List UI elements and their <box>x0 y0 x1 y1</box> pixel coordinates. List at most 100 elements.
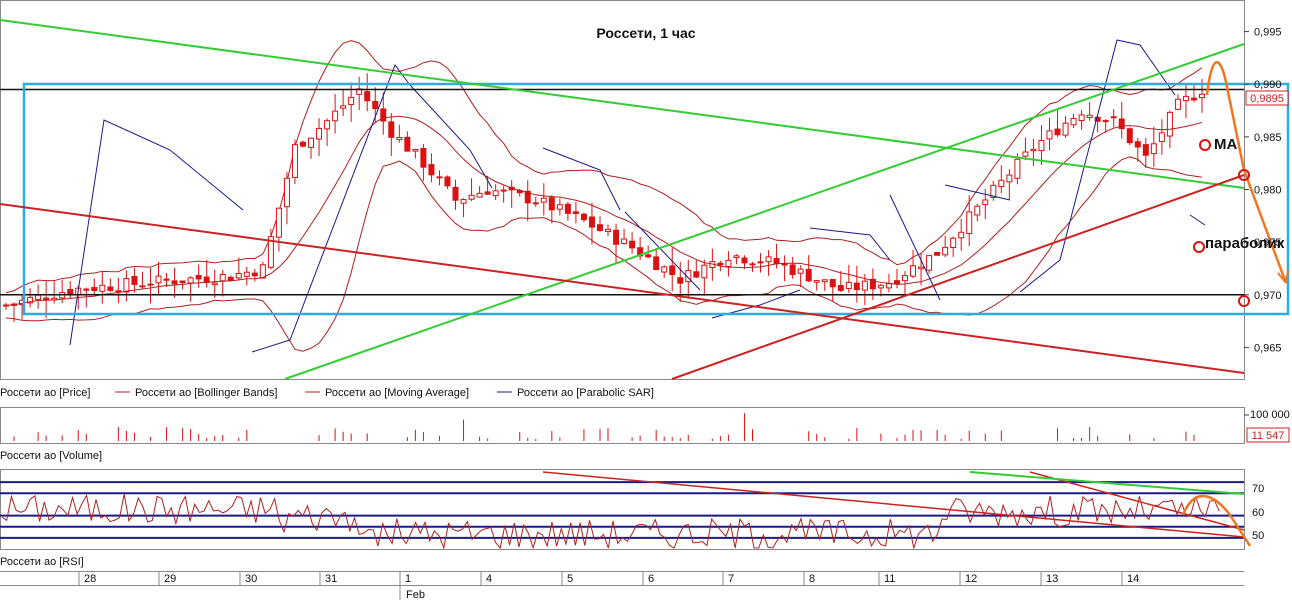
red-channel-up <box>671 174 1245 380</box>
candle-body <box>428 164 435 176</box>
sar-segment <box>809 227 891 261</box>
candle-body <box>629 240 636 249</box>
candle-body <box>998 179 1005 188</box>
candle-body <box>83 288 90 291</box>
candle-body <box>316 127 323 140</box>
candle-body <box>436 176 443 179</box>
candle-body <box>797 268 804 274</box>
marker-circle <box>1238 169 1250 181</box>
candle-body <box>243 271 250 277</box>
x-tick-label: 6 <box>648 573 654 585</box>
legend-moving-average: Россети ао [Moving Average] <box>325 387 469 399</box>
volume-current-box <box>1246 427 1290 443</box>
candle-body <box>749 263 756 266</box>
candle-body <box>1158 132 1165 142</box>
x-tick-label: 5 <box>567 573 573 585</box>
current-price-label: 0,9895 <box>1250 93 1284 105</box>
candle-body <box>123 278 130 293</box>
candle-body <box>500 189 507 192</box>
sar-segment <box>624 211 701 291</box>
sar-segment <box>409 84 493 189</box>
candle-body <box>131 275 138 285</box>
candle-body <box>548 197 555 211</box>
candle-body <box>275 207 282 238</box>
candle-body <box>733 255 740 259</box>
candle-body <box>308 137 315 148</box>
rsi-panel-frame <box>0 469 1245 550</box>
range-box <box>22 82 1290 316</box>
rsi-title: Россети ао [RSI] <box>0 556 84 568</box>
rsi-trend-red-2 <box>1029 471 1245 531</box>
price-y-tick-label: 0,975 <box>1254 237 1282 249</box>
candle-body <box>43 297 50 301</box>
candle-body <box>1086 114 1093 118</box>
candle-body <box>974 205 981 216</box>
candle-body <box>291 144 298 178</box>
forecast-arrow <box>1205 60 1288 284</box>
candle-body <box>235 273 242 279</box>
volume-bars <box>13 413 1249 441</box>
sar-segment <box>251 63 411 353</box>
x-tick-label: 13 <box>1046 573 1058 585</box>
candle-body <box>468 194 475 200</box>
red-channel-down <box>0 203 1245 374</box>
candle-body <box>1038 139 1045 152</box>
candle-body <box>605 228 612 232</box>
candle-body <box>877 284 884 289</box>
candle-body <box>532 202 539 205</box>
candle-body <box>902 275 909 282</box>
candle-body <box>412 148 419 152</box>
x-tick-label: 30 <box>245 573 257 585</box>
x-tick-label: 7 <box>728 573 734 585</box>
candle-body <box>283 177 290 208</box>
candle-body <box>524 190 531 204</box>
x-tick-label: 4 <box>486 573 492 585</box>
candle-body <box>35 294 42 301</box>
candle-body <box>396 136 403 140</box>
moving-average <box>5 115 1203 306</box>
candle-body <box>171 280 178 285</box>
candle-body <box>1006 174 1013 183</box>
candle-body <box>1014 158 1021 179</box>
candle-body <box>982 199 989 206</box>
candle-body <box>340 105 347 109</box>
candle-body <box>1134 141 1141 148</box>
price-y-tick-label: 0,985 <box>1254 132 1282 144</box>
candle-body <box>540 197 547 203</box>
candle-body <box>107 286 114 291</box>
candle-body <box>572 211 579 214</box>
x-tick-label: 31 <box>325 573 337 585</box>
forecast-arrowhead <box>1277 269 1289 284</box>
candle-body <box>613 229 620 245</box>
candle-body <box>267 236 274 268</box>
price-y-axis: 0,995 0,990 0,985 0,980 0,975 0,970 0,965 <box>1244 27 1282 354</box>
candle-body <box>99 284 106 292</box>
x-axis: 28 29 30 31 1 4 5 6 7 8 11 12 13 14 <box>78 572 1139 600</box>
candle-body <box>444 176 451 187</box>
candle-body <box>741 257 748 264</box>
trend-lines <box>0 19 1290 380</box>
candle-body <box>869 278 876 290</box>
sar-segment <box>69 119 244 346</box>
annotation-parabolic: параболик <box>1205 235 1285 252</box>
sar-segment <box>1189 214 1206 226</box>
bollinger-bands <box>5 40 1203 352</box>
candle-body <box>677 277 684 284</box>
candle-body <box>821 279 828 283</box>
rsi-panel <box>0 471 1252 550</box>
candle-body <box>621 238 628 245</box>
candle-body <box>757 261 764 264</box>
candle-body <box>492 190 499 197</box>
candle-body <box>452 186 459 201</box>
candle-body <box>990 184 997 198</box>
price-y-tick-label: 0,970 <box>1254 290 1282 302</box>
candle-body <box>1150 143 1157 155</box>
candle-body <box>717 262 724 266</box>
rsi-forecast-arrow <box>1181 494 1252 547</box>
parabolic-sar <box>69 39 1206 353</box>
candle-body <box>773 257 780 265</box>
candle-body <box>958 231 965 239</box>
candle-body <box>115 290 122 293</box>
candle-body <box>179 280 186 284</box>
candle-body <box>837 285 844 291</box>
